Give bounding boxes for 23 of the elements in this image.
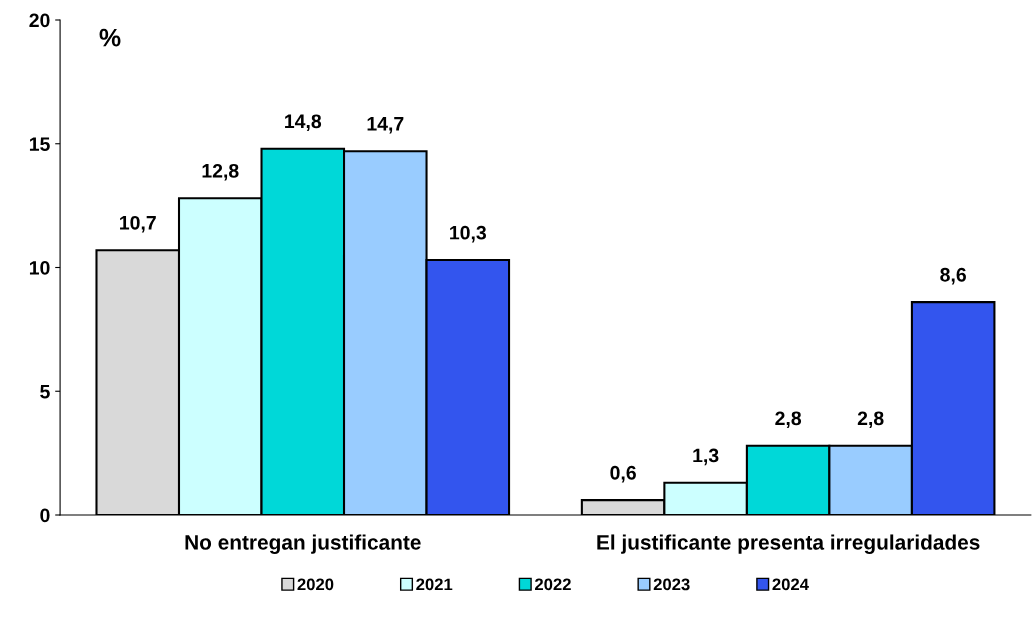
y-tick-label: 15 [29,137,50,151]
legend-label: 2023 [653,578,690,591]
data-label: 8,6 [940,267,966,285]
legend-label: 2021 [416,578,453,591]
data-label: 10,7 [120,215,156,233]
data-label: 2,8 [775,411,802,429]
legend-label: 2022 [535,578,571,591]
data-label: 10,3 [450,225,487,243]
data-label: 12,8 [202,163,239,181]
data-label: 0,6 [610,465,636,483]
data-label: 14,8 [285,114,322,132]
x-tick-label: El justificante presenta irregularidades [597,534,980,554]
legend-label: 2020 [297,578,334,591]
data-label: 2,8 [857,411,884,429]
y-tick-label: 20 [29,13,50,28]
y-axis-title: % [99,28,121,47]
x-tick-label: No entregan justificante [185,534,421,554]
y-tick-label: 0 [40,508,50,523]
y-tick-label: 5 [40,384,50,399]
y-tick-label: 10 [29,260,50,275]
data-label: 1,3 [693,448,719,466]
data-label: 14,7 [367,117,404,134]
legend-label: 2024 [772,578,809,591]
